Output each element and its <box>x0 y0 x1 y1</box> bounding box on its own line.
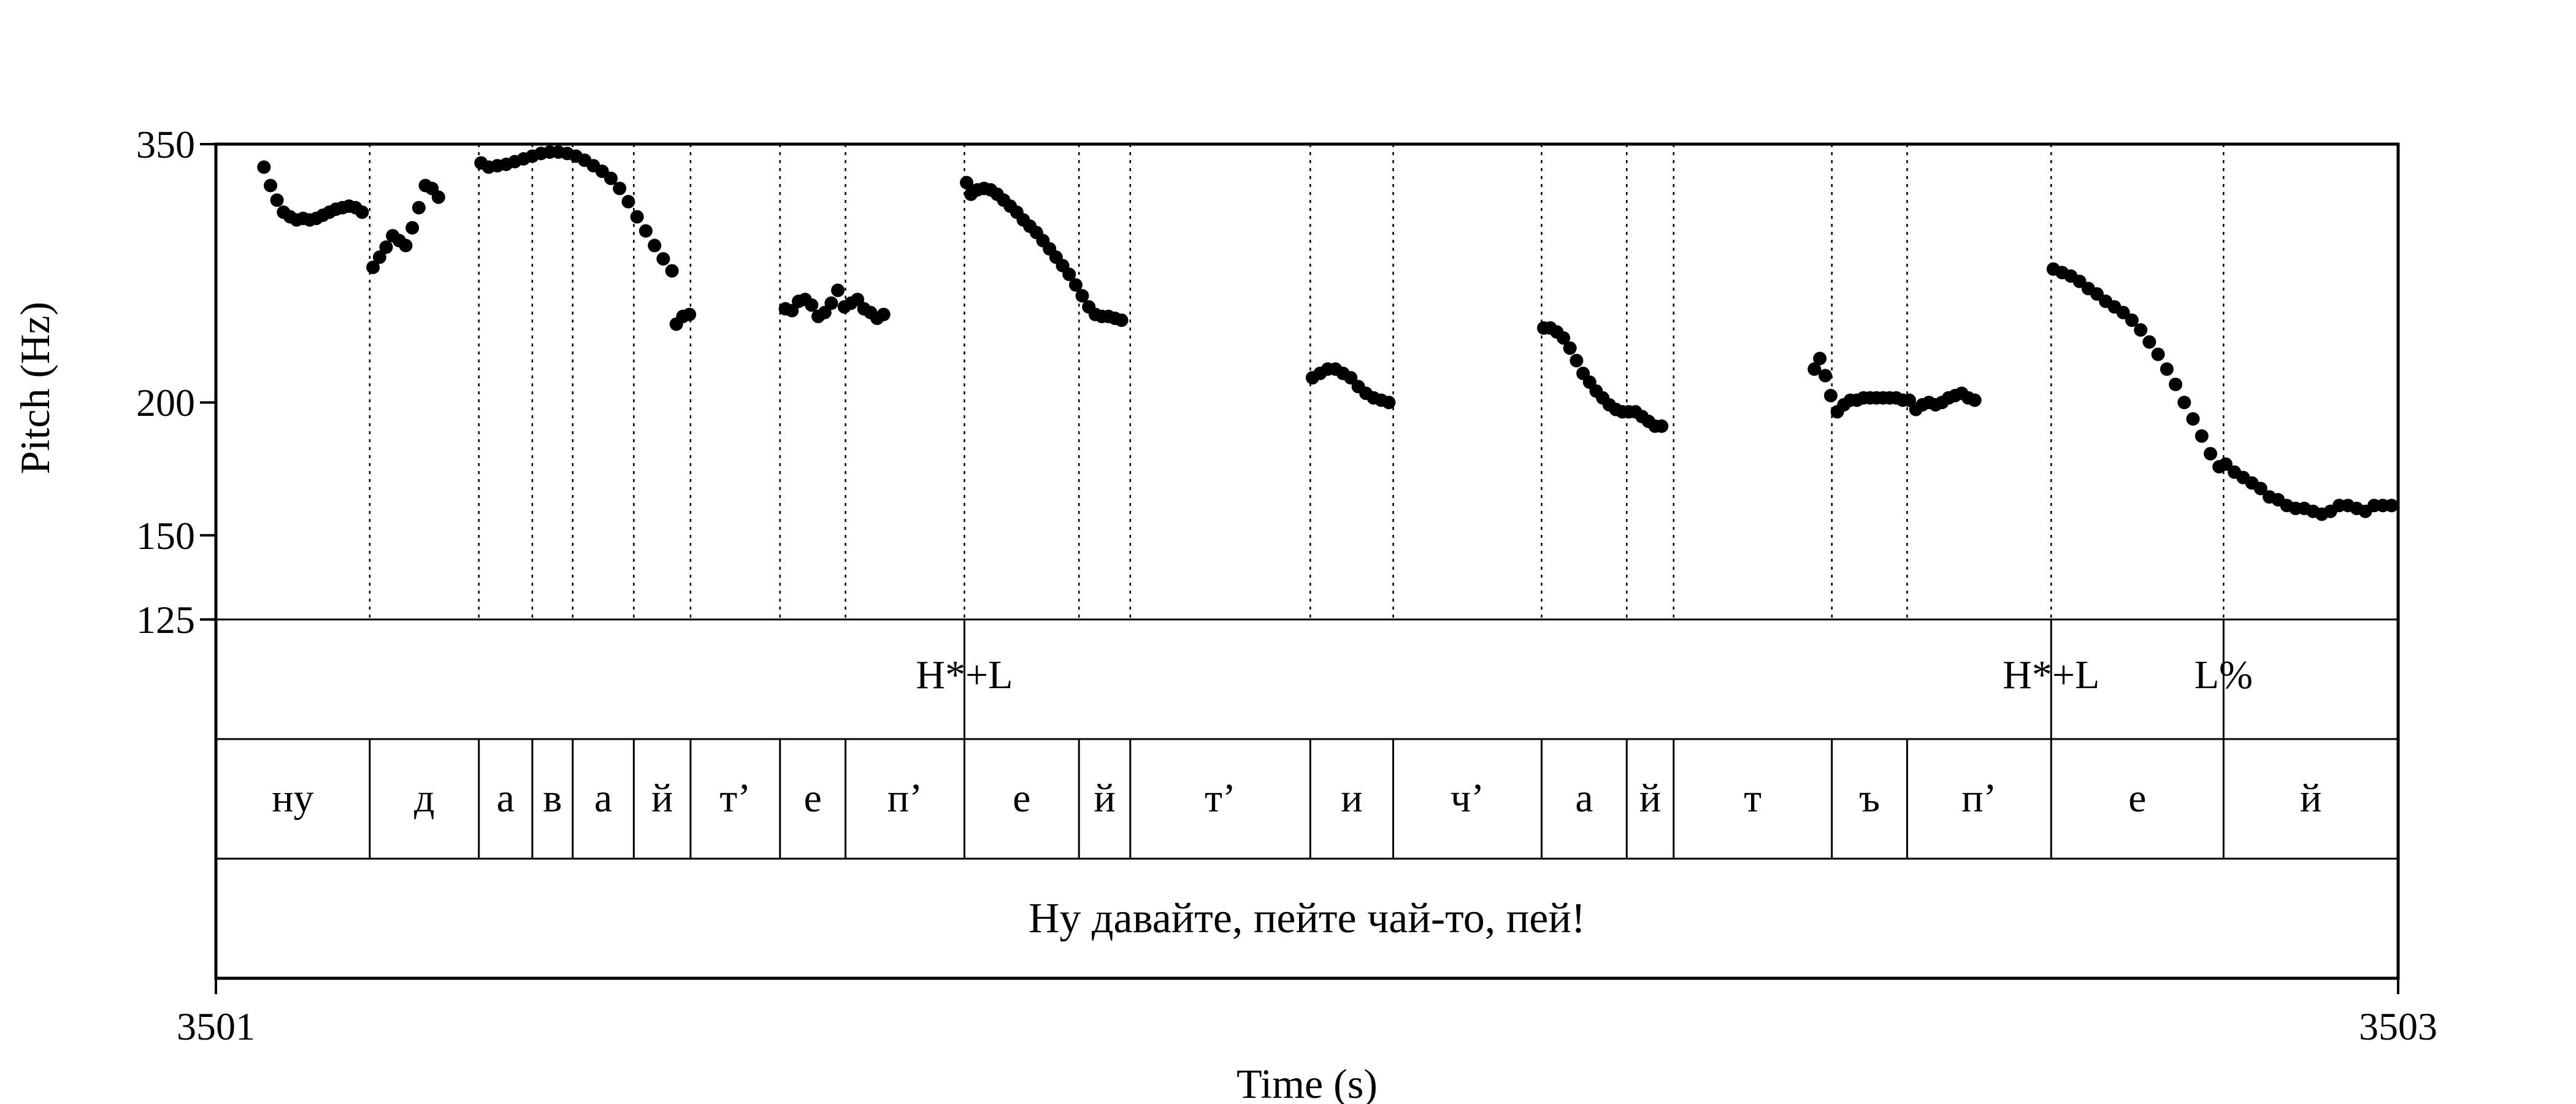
pitch-point <box>2218 457 2233 471</box>
pitch-point <box>2142 335 2156 349</box>
pitch-point <box>1557 331 1571 345</box>
tone-tier: H*+L H*+L L% <box>916 619 2253 739</box>
pitch-point <box>399 239 413 253</box>
segment-label: а <box>1575 776 1593 821</box>
pitch-point <box>2204 447 2217 461</box>
pitch-point <box>2116 305 2130 320</box>
tone-label: H*+L <box>916 653 1013 697</box>
pitch-point <box>2385 499 2399 513</box>
segment-label: е <box>1013 776 1030 821</box>
pitch-point <box>1068 278 1083 292</box>
pitch-point <box>818 305 832 320</box>
pitch-point <box>431 190 445 204</box>
y-tick-label: 350 <box>136 123 195 166</box>
pitch-point <box>1570 353 1584 367</box>
pitch-point <box>805 298 819 312</box>
pitch-point <box>2195 429 2209 443</box>
pitch-point <box>665 264 679 278</box>
boundary-lines <box>369 144 2225 619</box>
pitch-point <box>876 307 891 321</box>
pitch-point <box>355 205 369 219</box>
segment-label: й <box>1639 776 1661 821</box>
x-axis-title: Time (s) <box>1236 1060 1378 1104</box>
plot-border <box>214 142 2400 980</box>
pitch-point <box>1075 289 1089 303</box>
x-tick-label: 3501 <box>177 1005 255 1048</box>
pitch-point <box>621 194 635 209</box>
pitch-point <box>1062 267 1076 282</box>
pitch-point <box>2160 362 2174 376</box>
x-tick-label: 3503 <box>2359 1005 2437 1048</box>
segment-label: ч’ <box>1451 776 1484 821</box>
pitch-point <box>257 160 271 174</box>
pitch-point <box>2186 412 2200 426</box>
segment-label: и <box>1341 776 1362 821</box>
pitch-point <box>2125 313 2139 328</box>
pitch-point <box>379 240 393 254</box>
segment-label: й <box>651 776 673 821</box>
segment-label: ъ <box>1859 776 1880 821</box>
pitch-point <box>2177 396 2191 410</box>
pitch-point <box>656 252 670 266</box>
y-tick-label: 200 <box>136 381 195 424</box>
segment-label: е <box>2128 776 2146 821</box>
pitch-point <box>1819 369 1832 383</box>
pitch-point <box>2151 347 2165 361</box>
segment-label: а <box>594 776 612 821</box>
pitch-points <box>257 145 2399 521</box>
segment-label: ну <box>272 776 313 821</box>
pitch-point <box>2253 481 2267 496</box>
pitch-point <box>831 283 845 297</box>
chart-frame <box>214 142 2400 980</box>
pitch-point <box>1968 393 1982 407</box>
y-tick-label: 150 <box>136 514 195 558</box>
segment-label: й <box>1094 776 1115 821</box>
segment-label: п’ <box>1961 776 1996 821</box>
pitch-point <box>1563 341 1577 355</box>
pitch-point <box>648 239 662 253</box>
segment-tier: ну д а в а й т’ е п’ е й т’ и ч’ а й т ъ п’ е й <box>272 739 2321 859</box>
pitch-point <box>960 175 973 190</box>
pitch-point <box>1344 370 1358 385</box>
segment-label: т <box>1744 776 1761 821</box>
y-tick-label: 125 <box>136 598 195 642</box>
segment-label: е <box>803 776 821 821</box>
tone-label: H*+L <box>2003 653 2099 697</box>
pitch-point <box>630 210 644 224</box>
pitch-point <box>1807 362 1822 376</box>
pitch-point <box>270 193 284 207</box>
pitch-point <box>2169 377 2183 391</box>
axis-ticks: 350 200 150 125 3501 3503 <box>136 123 2437 1048</box>
segment-label: т’ <box>719 776 751 821</box>
segment-label: й <box>2300 776 2321 821</box>
pitch-point <box>613 182 627 196</box>
y-axis-title: Pitch (Hz) <box>12 302 58 474</box>
pitch-point <box>824 296 838 310</box>
pitch-point <box>264 178 277 193</box>
pitch-point <box>366 260 380 274</box>
pitch-point <box>638 224 653 238</box>
sentence-label: Ну давайте, пейте чай-то, пей! <box>1029 895 1585 942</box>
pitch-point <box>1114 313 1129 328</box>
pitch-point <box>785 304 799 318</box>
pitch-point <box>604 171 618 185</box>
pitch-point <box>683 307 697 321</box>
segment-label: п’ <box>887 776 922 821</box>
segment-label: а <box>497 776 515 821</box>
segment-label: д <box>414 776 435 821</box>
pitch-point <box>1655 419 1669 433</box>
pitch-point <box>1823 389 1838 402</box>
pitch-point <box>1813 351 1827 366</box>
pitch-point <box>412 201 426 215</box>
segment-label: т’ <box>1205 776 1236 821</box>
pitch-point <box>405 221 420 235</box>
pitch-point <box>2134 323 2148 337</box>
segment-label: в <box>543 776 562 821</box>
pitch-point <box>1382 396 1396 410</box>
tone-label: L% <box>2195 653 2253 697</box>
pitch-point <box>372 250 386 264</box>
